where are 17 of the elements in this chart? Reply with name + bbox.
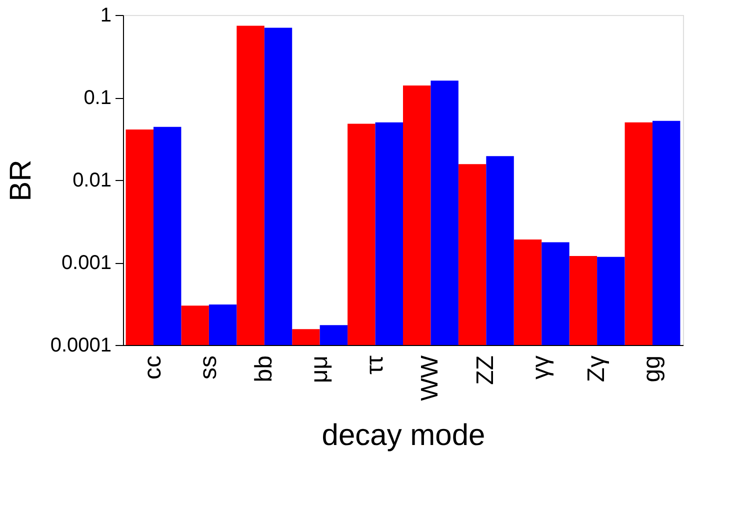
x-tick-label: ss: [194, 356, 222, 380]
y-tick-label: 1: [100, 4, 112, 26]
x-tick-label: WW: [416, 355, 444, 401]
x-tick-label: γγ: [528, 356, 555, 380]
x-tick-label: μμ: [306, 356, 333, 384]
y-tick-label: 0.01: [72, 170, 112, 192]
x-tick-label: ZZ: [472, 356, 500, 385]
y-tick-label: 0.0001: [50, 334, 112, 356]
x-tick-label: cc: [139, 356, 166, 380]
y-axis-title: BR: [4, 160, 38, 202]
y-tick-label: 0.001: [61, 252, 112, 274]
x-tick-label: bb: [250, 356, 278, 382]
x-tick-label: gg: [638, 356, 666, 382]
x-tick-label: ττ: [361, 354, 388, 374]
x-axis-title: decay mode: [322, 418, 486, 452]
x-tick-label: Zγ: [583, 356, 610, 382]
y-tick-label: 0.1: [84, 87, 112, 109]
